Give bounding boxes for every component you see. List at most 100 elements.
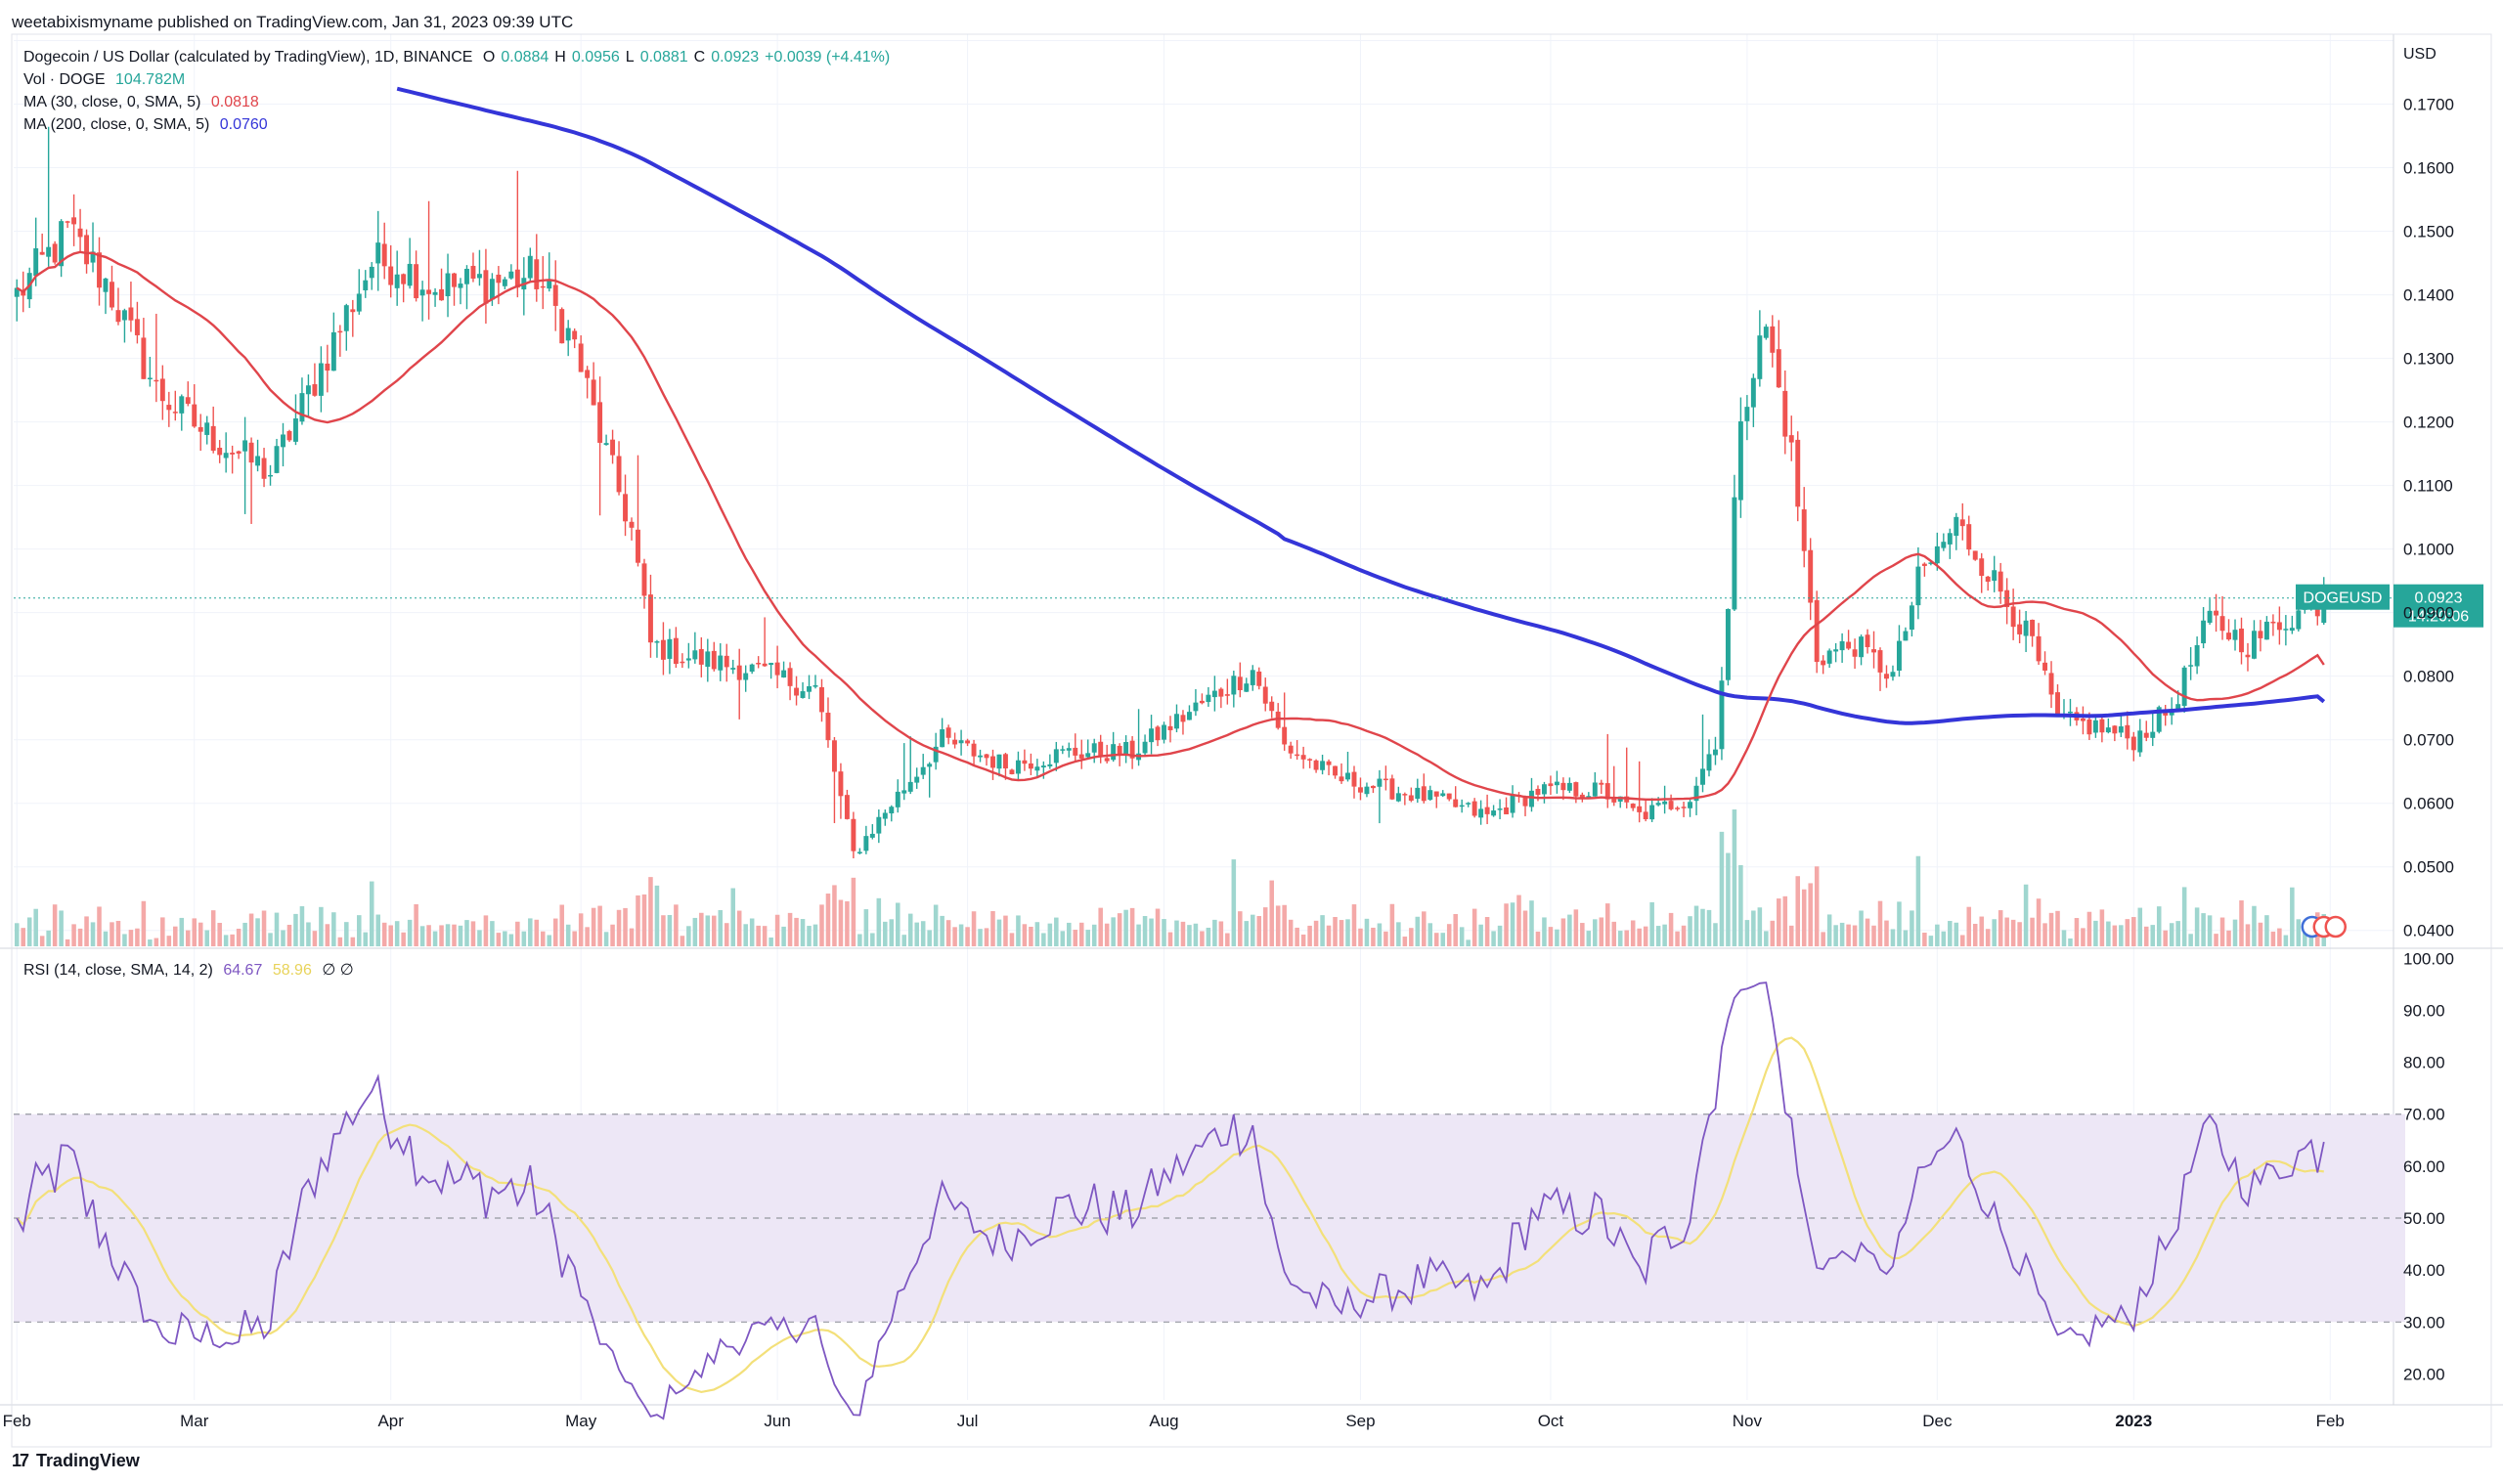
ma200-label: MA (200, close, 0, SMA, 5) xyxy=(23,116,210,133)
candle-body xyxy=(2092,720,2098,733)
candle-body xyxy=(2105,727,2111,733)
volume-bar xyxy=(122,934,127,946)
candle-body xyxy=(248,442,254,463)
volume-bar xyxy=(1681,925,1687,946)
ohlc-values: O 0.0884 H 0.0956 L 0.0881 C 0.0923 +0.0039 (+4.… xyxy=(482,49,891,65)
volume-bar xyxy=(1091,924,1097,946)
candle-body xyxy=(1985,576,1991,583)
candle-body xyxy=(1725,608,1731,680)
volume-bar xyxy=(1662,924,1667,946)
volume-bar xyxy=(1433,933,1439,946)
volume-bar xyxy=(787,912,793,946)
candle-body xyxy=(794,687,800,696)
candle-body xyxy=(432,291,438,295)
volume-bar xyxy=(718,909,724,946)
volume-bar xyxy=(14,923,20,946)
volume-bar xyxy=(547,935,552,946)
volume-bar xyxy=(2042,923,2047,946)
candle-body xyxy=(685,658,691,661)
volume-bar xyxy=(1389,903,1395,946)
volume-bar xyxy=(1250,914,1255,946)
volume-bar xyxy=(1738,864,1743,946)
volume-bar xyxy=(1275,905,1281,946)
volume-bar xyxy=(1846,924,1851,946)
candle-body xyxy=(52,243,58,263)
candle-body xyxy=(1491,810,1497,816)
volume-bar xyxy=(1757,907,1763,946)
candle-body xyxy=(230,453,236,455)
volume-bar xyxy=(71,924,76,946)
volume-bar xyxy=(2181,887,2187,946)
volume-bar xyxy=(1307,925,1312,946)
candle-body xyxy=(1206,694,1211,703)
candle-body xyxy=(1693,785,1699,802)
ma30-legend: MA (30, close, 0, SMA, 5) 0.0818 xyxy=(23,94,265,111)
volume-bar xyxy=(1167,932,1173,946)
candle-body xyxy=(800,691,806,698)
candle-body xyxy=(2099,719,2105,733)
volume-bar xyxy=(1200,931,1205,946)
candle-body xyxy=(496,274,502,284)
volume-bar xyxy=(2150,925,2156,946)
volume-bar xyxy=(2277,928,2282,946)
volume-bar xyxy=(1415,916,1421,946)
volume-bar xyxy=(39,936,45,946)
candle-body xyxy=(965,740,971,744)
candle-body xyxy=(559,309,565,344)
candle-body xyxy=(1028,763,1033,769)
candle-body xyxy=(103,278,109,292)
candle-body xyxy=(1262,686,1268,704)
candle-body xyxy=(141,337,147,379)
candle-body xyxy=(375,242,381,264)
volume-bar xyxy=(1060,931,1066,946)
volume-bar xyxy=(1573,909,1579,946)
candle-body xyxy=(1998,571,2003,592)
rsi-extra: ∅ ∅ xyxy=(322,962,354,979)
candle-body xyxy=(1801,509,1807,551)
candle-body xyxy=(2010,606,2016,628)
volume-bar xyxy=(1833,925,1838,946)
volume-bar xyxy=(616,909,622,946)
volume-bar xyxy=(46,930,51,946)
volume-bar xyxy=(1935,924,1940,946)
volume-bar xyxy=(1174,920,1179,946)
candle-body xyxy=(268,474,273,477)
candle-body xyxy=(1504,807,1510,814)
candle-body xyxy=(1211,690,1217,698)
volume-bar xyxy=(1422,911,1427,946)
volume-bar xyxy=(1948,921,1953,946)
candle-body xyxy=(2283,629,2289,631)
candle-body xyxy=(990,756,995,768)
volume-bar xyxy=(2232,919,2238,946)
volume-bar xyxy=(1972,923,1978,946)
candle-body xyxy=(807,686,812,692)
candle-body xyxy=(1402,794,1408,796)
candle-body xyxy=(476,274,482,279)
volume-bar xyxy=(699,912,704,946)
volume-bar xyxy=(2143,926,2149,946)
volume-bar xyxy=(2137,907,2143,946)
volume-bar xyxy=(1764,931,1769,946)
volume-bar xyxy=(1446,924,1452,946)
volume-bar xyxy=(1960,935,1965,946)
candle-body xyxy=(2086,719,2092,735)
volume-bar xyxy=(2074,918,2080,946)
candle-body xyxy=(1282,726,1288,745)
volume-bar xyxy=(1852,925,1858,946)
volume-bar xyxy=(97,906,102,946)
candle-body xyxy=(1992,570,1998,582)
volume-bar xyxy=(2030,917,2035,946)
candle-body xyxy=(1713,749,1718,756)
candle-body xyxy=(1224,694,1230,696)
volume-bar xyxy=(1427,923,1433,946)
volume-bar xyxy=(705,915,711,946)
candle-body xyxy=(1193,702,1199,712)
volume-bar xyxy=(160,917,165,946)
candle-body xyxy=(14,287,20,297)
volume-bar xyxy=(1009,933,1015,946)
volume-bar xyxy=(1801,889,1807,946)
volume-bar xyxy=(812,924,818,946)
volume-bar xyxy=(559,904,564,946)
volume-bar xyxy=(927,930,932,946)
candle-body xyxy=(1073,747,1078,756)
